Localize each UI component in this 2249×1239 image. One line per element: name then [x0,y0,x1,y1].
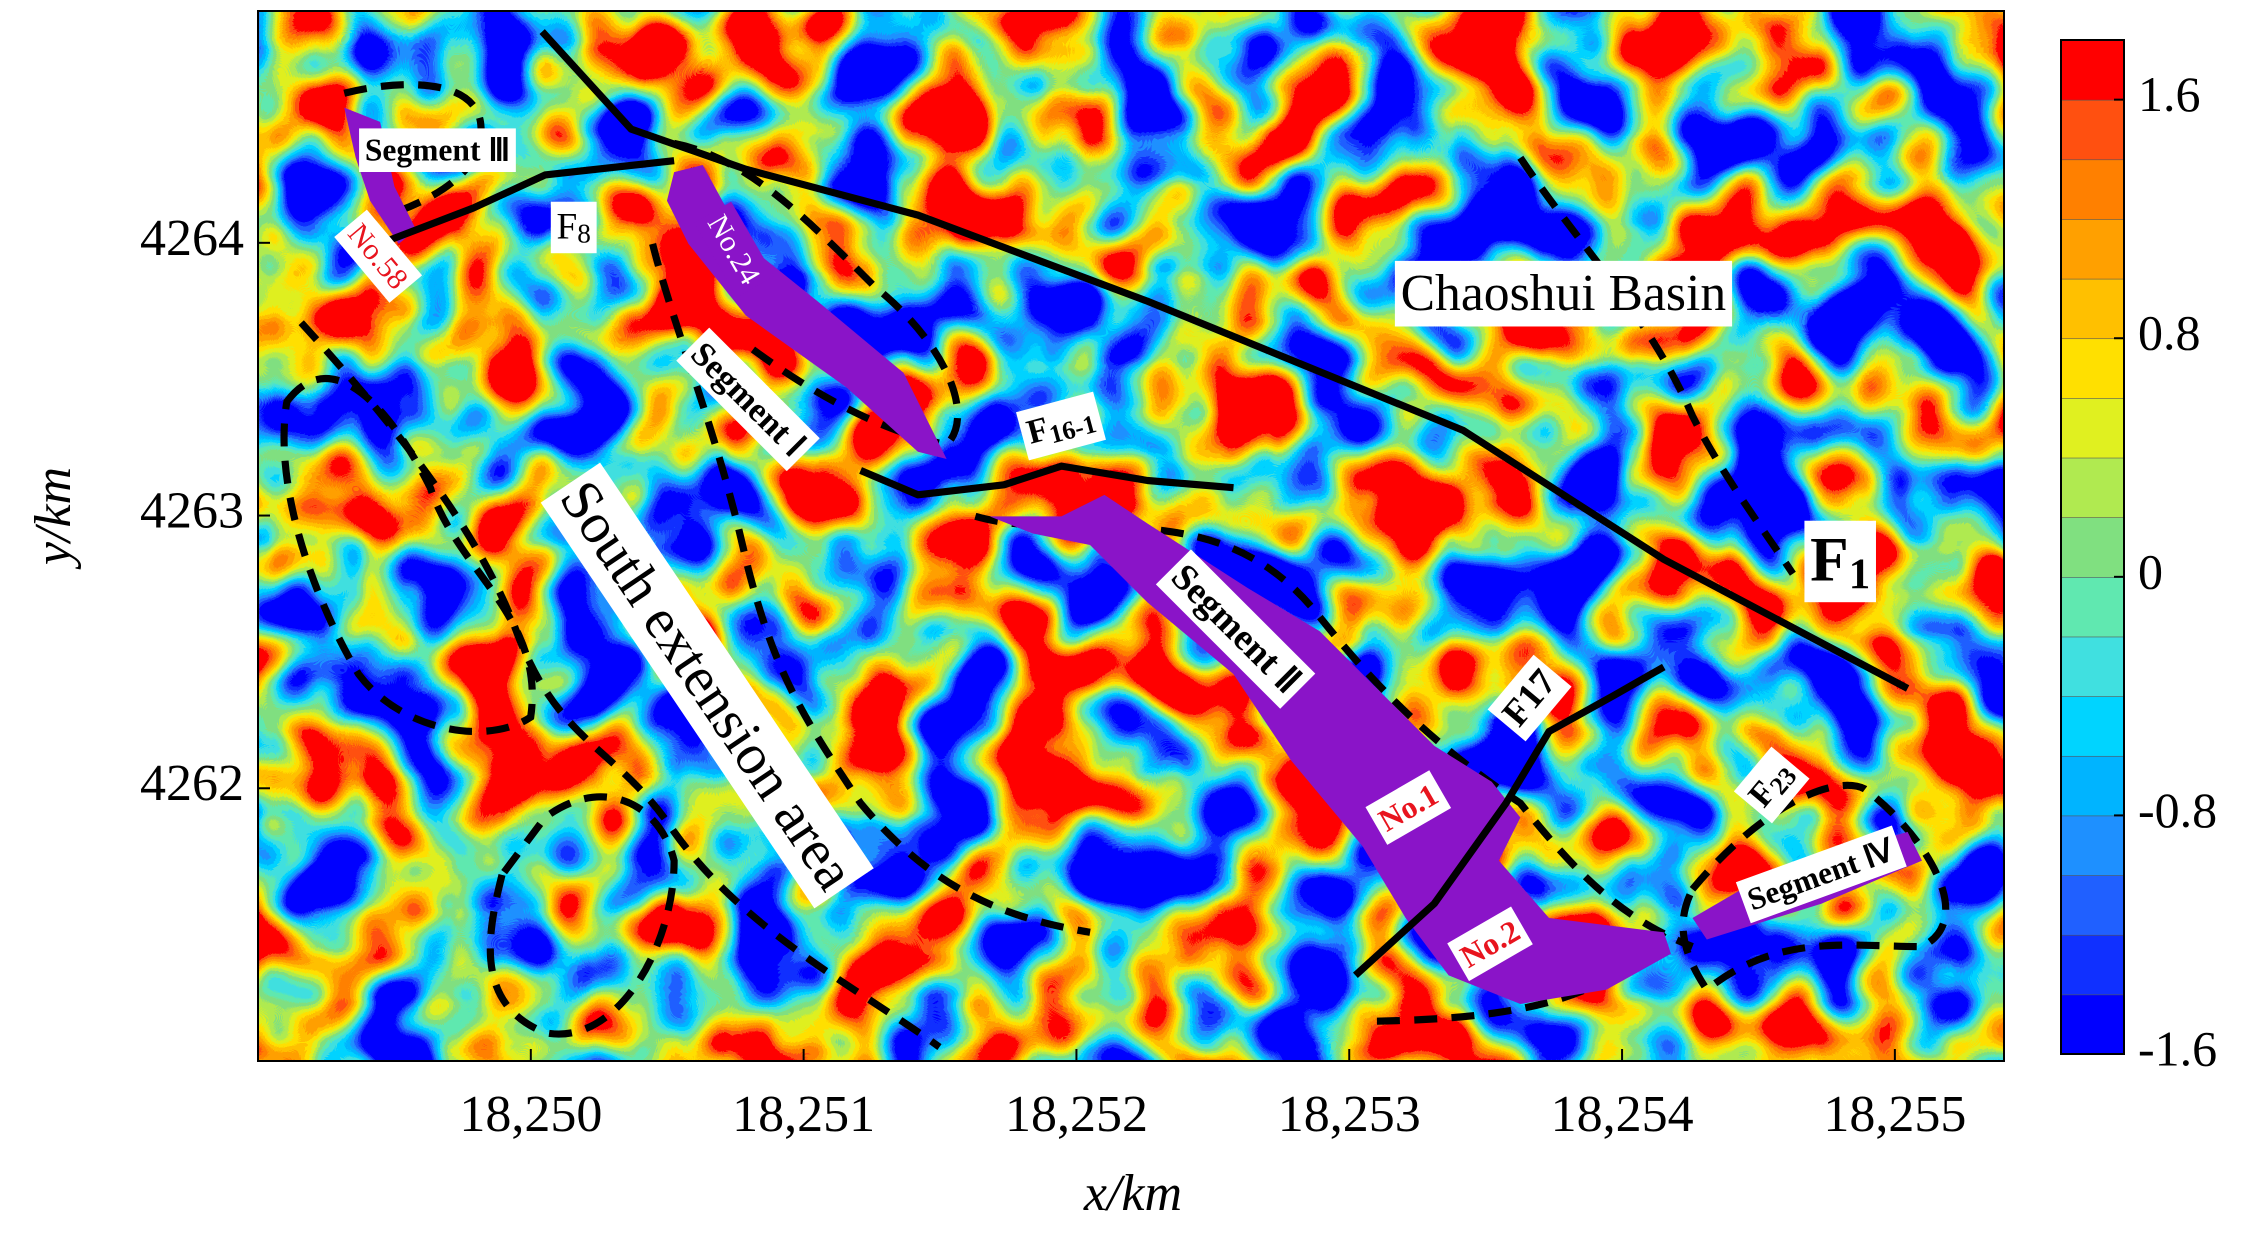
annotation: F23 [1733,746,1810,824]
colorbar-band [2060,337,2125,399]
x-tick-label: 18,255 [1823,1086,1966,1143]
plot-frame [257,10,2005,1062]
colorbar-band [2060,576,2125,638]
annotation-box [1735,825,1907,924]
annotation-box [676,327,820,472]
colorbar-band [2060,278,2125,340]
annotation-box [550,201,597,254]
boundaries [280,81,1950,1050]
colorbar-band [2060,934,2125,996]
annotation: Chaoshui Basin [1394,260,1733,327]
ore-body [989,494,1671,1005]
dashed-boundary [298,320,942,1050]
colorbar-frame [2060,39,2125,1055]
dashed-boundary [1517,155,1796,576]
colorbar-band [2060,218,2125,280]
x-tick-label: 18,252 [1005,1086,1148,1143]
annotation: F16-1 [1016,391,1106,461]
dashed-boundary [1679,781,1950,995]
colorbar-tick-label: -1.6 [2138,1020,2217,1076]
annotation-sub: 1 [1849,551,1871,598]
colorbar-tick-label: 0.8 [2138,305,2201,361]
annotation-box [1487,654,1572,742]
x-tick-label: 18,250 [459,1086,602,1143]
colorbar-band [2060,158,2125,220]
dashed-boundary [649,242,1091,936]
colorbar-band [2060,39,2125,101]
annotation: F1 [1804,520,1876,603]
y-axis-title: y/km [25,467,82,570]
x-tick-label: 18,251 [732,1086,875,1143]
annotation-box [334,209,423,303]
colorbar-band [2060,695,2125,757]
annotation-box [540,462,874,909]
dashed-boundary [974,512,1694,950]
colorbar-band [2060,397,2125,459]
colorbar-band [2060,516,2125,578]
fault-line [539,29,1910,692]
fault-line [859,462,1234,499]
colorbar-band [2060,457,2125,518]
y-tick-label: 4262 [140,755,244,812]
annotation-main: F [557,206,578,247]
annotation: Segment Ⅲ [359,128,516,173]
annotation-text: F1 [1810,525,1870,598]
colorbar-band [2060,874,2125,936]
annotation-text: Segment Ⅲ [365,133,510,168]
dashed-boundary [343,81,485,219]
annotation-text: Chaoshui Basin [1401,265,1727,322]
colorbar-band [2060,815,2125,876]
annotation-main: F [1810,525,1849,595]
y-tick-label: 4263 [140,482,244,539]
annotation-box [1804,520,1876,603]
colorbar-band [2060,994,2125,1055]
colorbar-band [2060,636,2125,697]
annotation-box [1447,906,1533,982]
annotation: F8 [550,201,597,254]
annotation-text: F8 [557,206,591,249]
colorbar-tick-label: 1.6 [2138,66,2201,122]
colorbar-tick-label: -0.8 [2138,782,2217,838]
annotation-box [1155,549,1316,709]
x-tick-label: 18,253 [1278,1086,1421,1143]
annotation-sub: 8 [577,219,591,249]
annotation-box [694,201,775,298]
colorbar-band [2060,99,2125,161]
x-tick-label: 18,254 [1551,1086,1694,1143]
annotation-box [1394,260,1733,327]
colorbar-band [2060,755,2125,817]
faults [385,29,1910,978]
annotation-box [1365,770,1452,845]
x-axis-title: x/km [1083,1165,1182,1222]
y-tick-label: 4264 [140,210,244,267]
colorbar-tick-label: 0 [2138,543,2163,599]
fault-line [1353,663,1666,978]
annotation-box [1733,746,1810,824]
annotation-box [1016,391,1106,461]
dashed-boundary [486,793,678,1038]
annotation-box [359,128,516,173]
fault-line [385,157,675,245]
